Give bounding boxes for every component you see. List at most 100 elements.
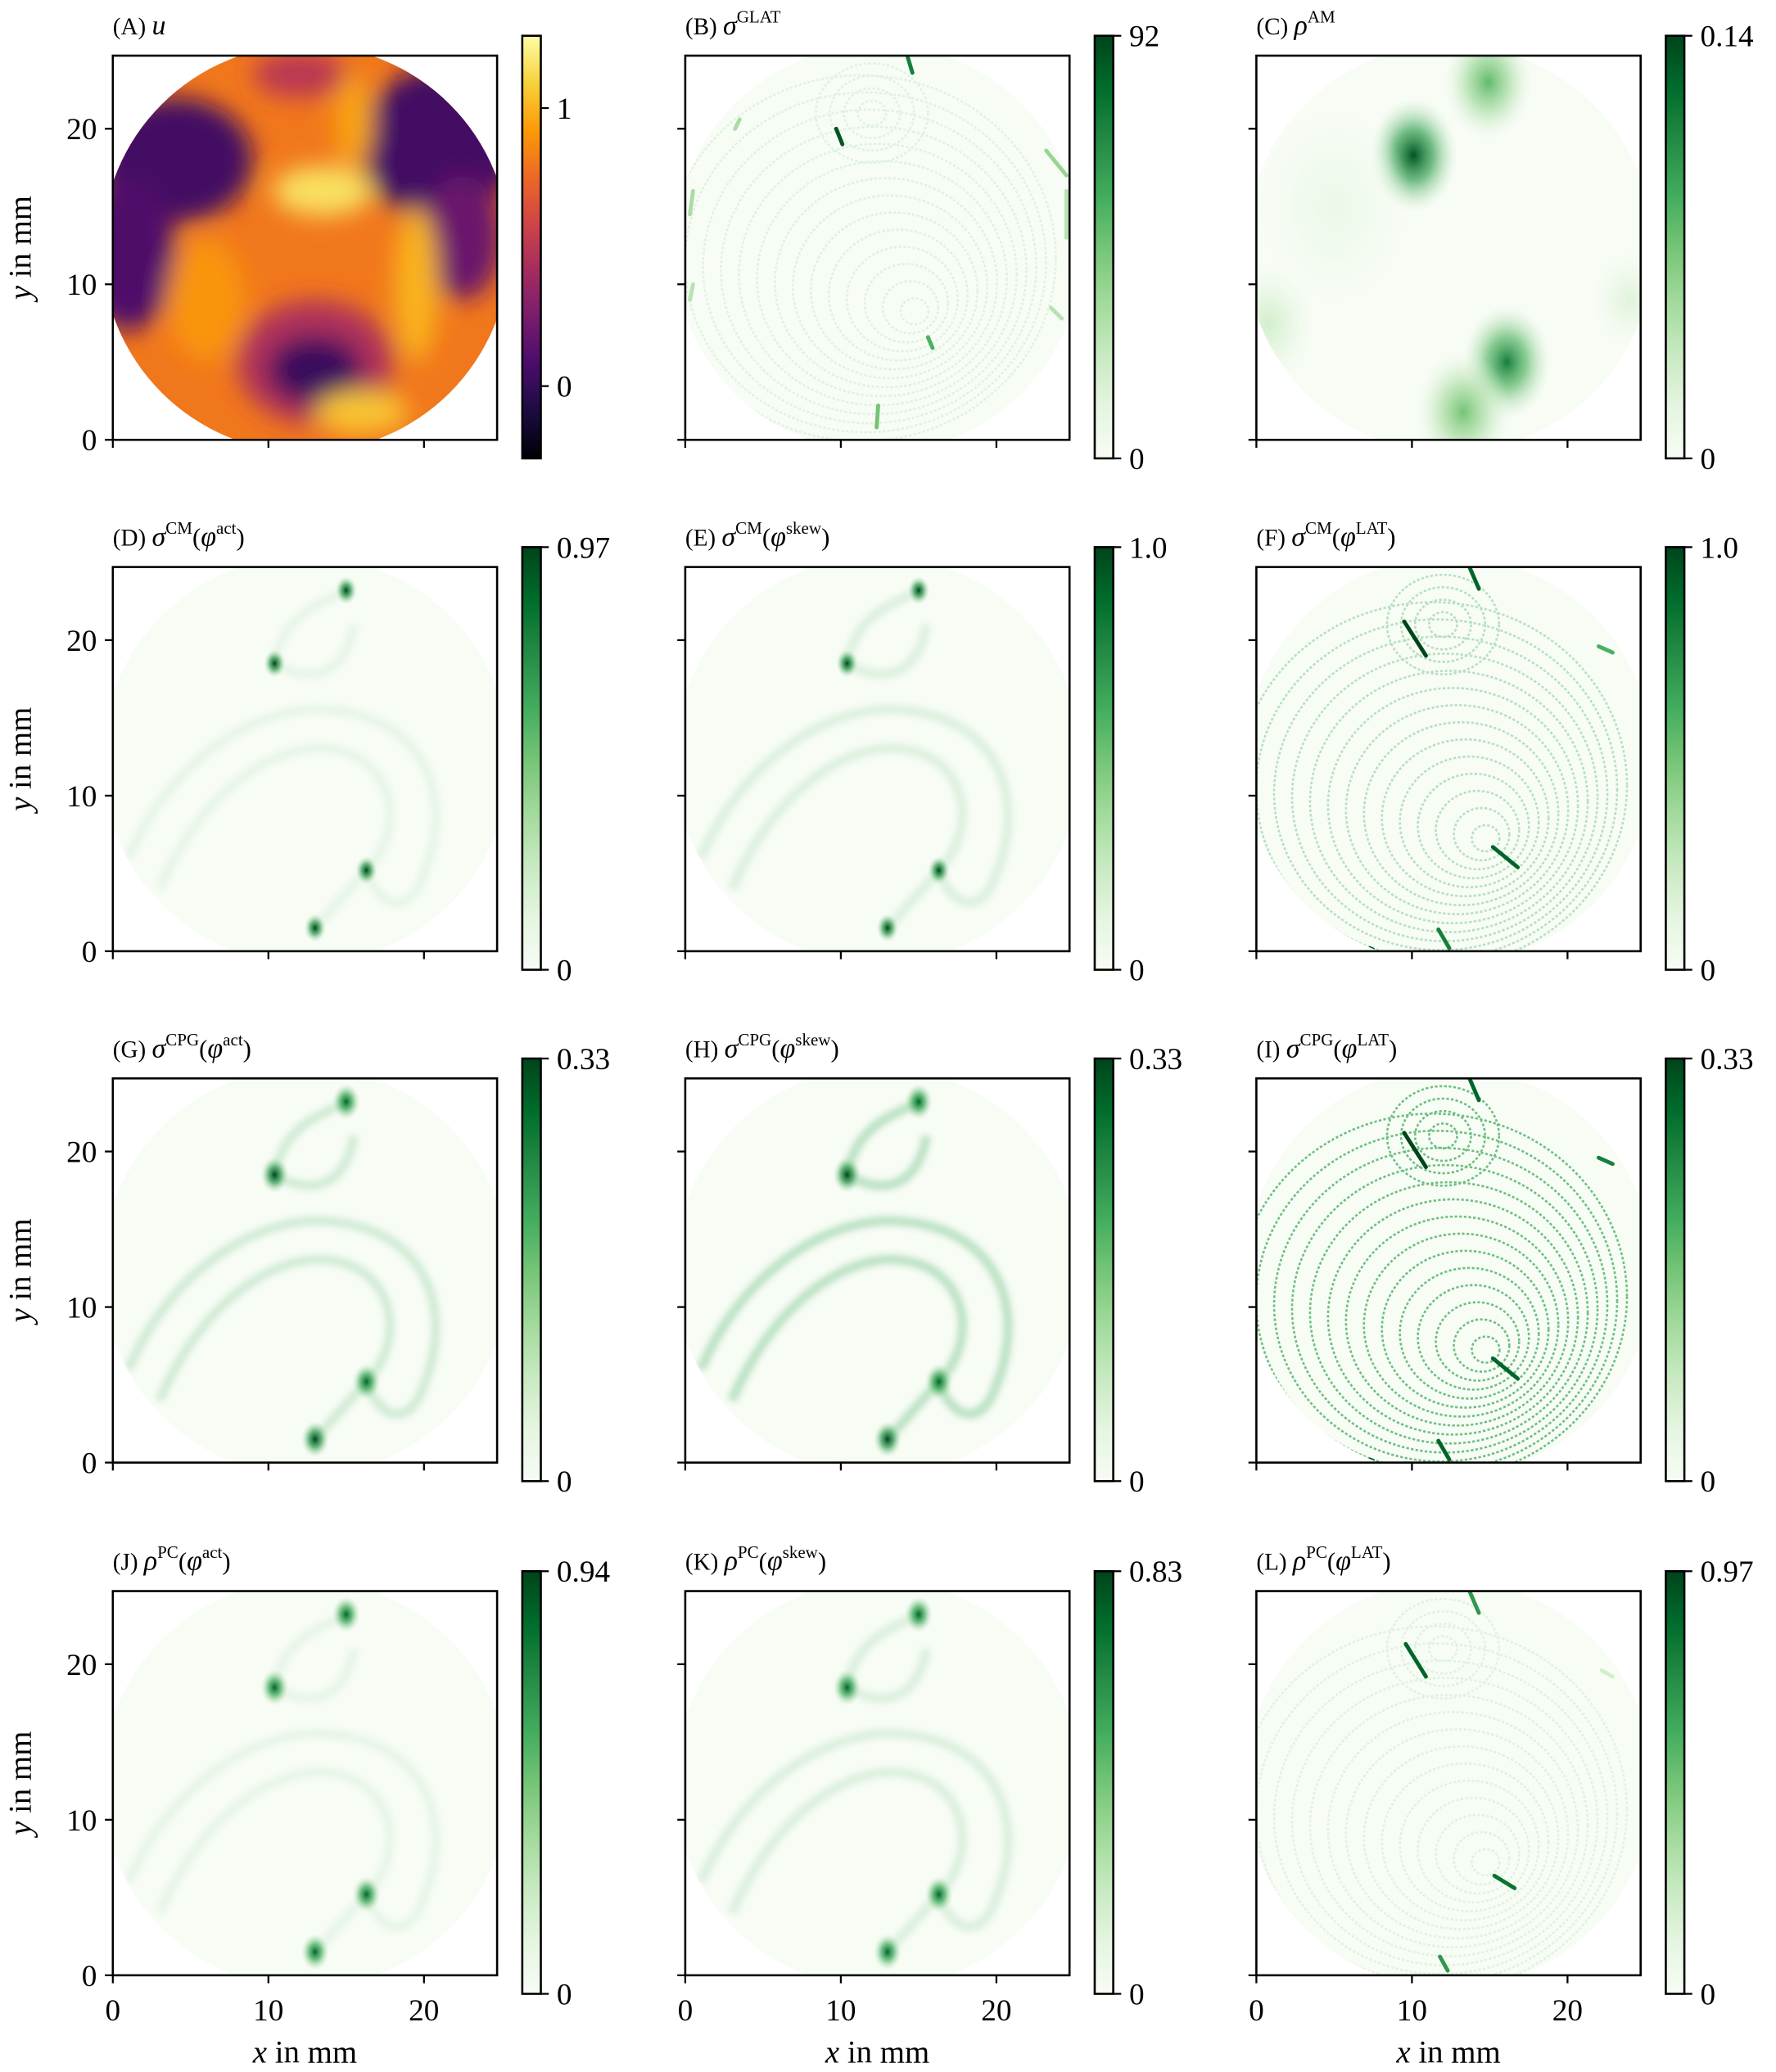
- colorbar: [1665, 1057, 1686, 1483]
- heatmap-hotspot: [260, 1669, 289, 1706]
- panel-label: (E): [685, 526, 721, 552]
- wavefront-band: [272, 1647, 359, 1704]
- colorbar-tick-label: 0.94: [557, 1555, 611, 1589]
- y-axis-label-text: in mm: [2, 707, 38, 797]
- title-arg-superscript: LAT: [1357, 1030, 1389, 1050]
- contour-ring: [1381, 1762, 1550, 1921]
- title-arg-superscript: act: [216, 518, 237, 538]
- axes-frame: [1255, 1590, 1642, 1977]
- heatmap-streak: [925, 335, 935, 350]
- contour-lines: [1256, 1597, 1629, 1975]
- panel-g: 0 10 20 y in mm (G) σCPG(φact) 0 0.33: [2, 1030, 610, 1499]
- heatmap-streak: [1268, 617, 1276, 627]
- heatmap-background: [1256, 567, 1641, 951]
- contour-ring: [1385, 1085, 1501, 1187]
- heatmap-area: [1256, 55, 1641, 440]
- title-arg-symbol: φ: [767, 1546, 783, 1577]
- panel-title: (F) σCM(φLAT): [1256, 518, 1395, 553]
- x-axis-label: x in mm: [252, 2035, 357, 2070]
- colorbar-tick-label: 0: [1701, 1465, 1716, 1499]
- heatmap-image: [112, 1591, 498, 1975]
- contour-ring: [1308, 670, 1589, 933]
- heatmap-area: [685, 1591, 1070, 1975]
- title-paren: ): [222, 1548, 230, 1576]
- title-symbol: σ: [151, 522, 166, 553]
- contour-ring: [1344, 1215, 1570, 1427]
- colorbar-tick-label: 0: [1129, 955, 1145, 988]
- heatmap-hotspot: [1417, 350, 1511, 440]
- heatmap-hotspot: [836, 649, 858, 678]
- heatmap-image: [685, 1078, 1070, 1463]
- panel-title: (E) σCM(φskew): [685, 518, 829, 553]
- heatmap-area: [685, 567, 1070, 951]
- contour-ring: [1272, 1146, 1609, 1463]
- heatmap-background: [685, 567, 1070, 951]
- panel-a: 0 10 20 y in mm (A) u 0 1: [2, 11, 572, 460]
- colorbar-tick-label: 0.83: [1129, 1555, 1182, 1589]
- heatmap-hotspot: [924, 1363, 953, 1401]
- colorbar-tick-label: 1.0: [1701, 531, 1739, 565]
- contour-ring: [1453, 1318, 1511, 1373]
- heatmap-field: [112, 55, 498, 434]
- title-symbol: σ: [721, 522, 736, 553]
- colorbar: [521, 34, 542, 460]
- y-axis-label: y in mm: [2, 707, 38, 815]
- colorbar-tick-label: 0: [1701, 955, 1716, 988]
- title-paren: (: [1332, 524, 1340, 552]
- colorbar-tick-label: 0.97: [1701, 1555, 1754, 1589]
- heatmap-hotspot: [904, 1083, 933, 1121]
- contour-ring: [1417, 1796, 1530, 1904]
- heatmap-image: [1256, 55, 1641, 440]
- title-paren: ): [818, 1548, 826, 1576]
- contour-ring: [1471, 1848, 1501, 1877]
- wavefront-band: [124, 704, 441, 908]
- wavefront-band: [155, 1254, 395, 1442]
- wavefront-band: [272, 623, 359, 679]
- contour-ring: [1471, 1335, 1501, 1364]
- heatmap-hotspot: [332, 1083, 360, 1121]
- title-arg-superscript: LAT: [1351, 1542, 1383, 1562]
- title-superscript: CM: [1305, 518, 1332, 538]
- colorbar: [521, 1569, 542, 1995]
- heatmap-hotspot: [332, 1596, 360, 1633]
- heatmap-streak: [1367, 946, 1376, 951]
- heatmap-streak: [1467, 1591, 1481, 1615]
- colorbar: [1093, 1569, 1114, 1995]
- contour-ring: [809, 211, 979, 371]
- colorbar-tick-label: 0: [1129, 443, 1145, 476]
- title-arg-superscript: skew: [795, 1030, 831, 1050]
- x-axis-label: x in mm: [825, 2035, 929, 2070]
- panel-d: 0 10 20 y in mm (D) σCM(φact) 0 0.97: [2, 518, 610, 987]
- contour-ring: [756, 160, 1008, 398]
- x-axis-label-text: in mm: [839, 2035, 929, 2070]
- panel-title: (K) ρPC(φskew): [685, 1542, 826, 1577]
- heatmap-blob: [394, 206, 438, 363]
- title-superscript: PC: [738, 1542, 759, 1562]
- wavefront-band: [727, 1767, 968, 1956]
- title-arg-symbol: φ: [1335, 1546, 1351, 1577]
- title-paren: (: [179, 1548, 187, 1576]
- x-tick-label: 20: [981, 1994, 1011, 2028]
- title-superscript: PC: [1306, 1542, 1327, 1562]
- heatmap-image: [685, 567, 1070, 951]
- title-superscript: AM: [1308, 7, 1335, 27]
- heatmap-area: [112, 1591, 498, 1975]
- title-arg-superscript: act: [202, 1542, 223, 1562]
- heatmap-hotspot: [928, 855, 950, 885]
- colorbar: [521, 1057, 542, 1483]
- contour-ring: [856, 99, 888, 127]
- heatmap-image: [685, 55, 1070, 440]
- colorbar: [1093, 34, 1114, 460]
- heatmap-area: [112, 1078, 498, 1463]
- contour-ring: [1435, 789, 1521, 871]
- x-axis-label-var: x: [1395, 2035, 1410, 2070]
- panel-label: (J): [113, 1550, 144, 1576]
- y-axis-label: y in mm: [2, 1731, 38, 1839]
- contour-ring: [827, 228, 969, 362]
- y-tick-label: 0: [82, 936, 97, 969]
- contour-ring: [685, 91, 1047, 434]
- heatmap-blob: [423, 175, 498, 300]
- heatmap-streak: [1467, 1078, 1481, 1103]
- title-paren: (: [1333, 1035, 1341, 1063]
